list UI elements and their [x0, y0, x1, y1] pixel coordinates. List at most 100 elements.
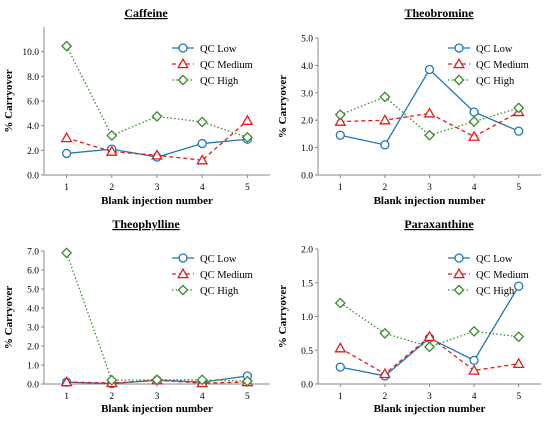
y-axis-label: % Carryover — [277, 285, 289, 348]
panel-caffeine: Caffeine 0.0 2.0 4.0 6.0 8.0 10.0 1 2 3 4 5 Blank in… — [3, 6, 270, 207]
x-tick-label: 1 — [338, 392, 343, 402]
y-tick-label: 6.0 — [27, 267, 39, 277]
data-point-qc-medium — [241, 114, 254, 125]
data-point-qc-medium — [196, 154, 209, 165]
legend-label-qc-low: QC Low — [200, 44, 237, 55]
x-tick-label: 1 — [64, 183, 69, 193]
legend-marker-qc-medium — [453, 57, 465, 69]
data-point-qc-medium — [378, 367, 391, 379]
x-tick-label: 5 — [516, 392, 521, 402]
x-tick-label: 2 — [109, 183, 114, 193]
x-axis-label: Blank injection number — [374, 195, 486, 207]
y-tick-label: 2.0 — [301, 117, 313, 127]
data-point-qc-high — [513, 331, 525, 343]
legend-label-qc-medium: QC Medium — [476, 60, 529, 71]
x-tick-label: 4 — [472, 183, 477, 193]
y-tick-label: 5.0 — [27, 286, 39, 296]
y-tick-label: 1.5 — [301, 279, 313, 289]
data-point-qc-low — [335, 362, 345, 372]
series-line-qc-medium — [340, 111, 520, 138]
legend-marker-qc-low — [454, 43, 464, 53]
data-point-qc-low — [514, 126, 524, 136]
legend-label-qc-medium: QC Medium — [476, 270, 529, 281]
data-point-qc-high — [106, 130, 118, 142]
data-point-qc-medium — [334, 115, 347, 126]
data-point-qc-high — [513, 102, 525, 114]
data-point-qc-high — [196, 374, 208, 386]
x-tick-label: 5 — [245, 392, 250, 402]
x-tick-label: 4 — [472, 392, 477, 402]
y-tick-label: 0.5 — [301, 347, 313, 357]
data-point-qc-high — [468, 116, 480, 128]
data-point-qc-medium — [468, 130, 481, 141]
panel-title: Caffeine — [124, 6, 168, 20]
y-tick-label: 5.0 — [301, 35, 313, 45]
legend-marker-qc-high — [177, 284, 189, 296]
legend-label-qc-high: QC High — [476, 76, 515, 87]
legend-label-qc-high: QC High — [476, 286, 515, 297]
data-point-qc-low — [424, 64, 435, 75]
x-axis-label: Blank injection number — [101, 403, 213, 415]
y-axis-label: % Carryover — [3, 286, 15, 349]
data-point-qc-medium — [423, 107, 436, 118]
panel-theobromine: Theobromine 0.0 1.0 2.0 3.0 4.0 5.0 1 2 3 4 5 Blank … — [277, 6, 541, 207]
panel-theophylline: Theophylline 0.0 1.0 2.0 3.0 4.0 5.0 6.0 7.0 1 2 3 4… — [3, 217, 270, 415]
y-tick-label: 3.0 — [27, 324, 39, 334]
data-point-qc-low — [469, 107, 479, 117]
legend-label-qc-low: QC Low — [200, 254, 237, 265]
x-tick-label: 4 — [200, 392, 205, 402]
data-point-qc-high — [423, 129, 436, 141]
data-point-qc-high — [106, 374, 118, 386]
legend-label-qc-high: QC High — [200, 286, 239, 297]
y-tick-label: 4.0 — [27, 122, 39, 132]
data-point-qc-low — [197, 138, 207, 149]
panel-paraxanthine: Paraxanthine 0.0 0.5 1.0 1.5 2.0 1 2 3 4 5 Blank in… — [277, 217, 541, 415]
data-point-qc-medium — [512, 357, 525, 369]
legend-label-qc-medium: QC Medium — [200, 270, 253, 281]
data-point-qc-medium — [60, 375, 73, 387]
x-tick-label: 1 — [64, 392, 69, 402]
legend-marker-qc-medium — [177, 57, 189, 69]
y-tick-label: 3.0 — [301, 89, 313, 99]
data-point-qc-high — [334, 297, 346, 309]
y-tick-label: 4.0 — [301, 62, 313, 72]
panel-title: Paraxanthine — [404, 217, 474, 231]
data-point-qc-medium — [105, 145, 118, 156]
y-tick-label: 1.0 — [301, 144, 313, 154]
y-tick-label: 0.0 — [301, 381, 313, 391]
x-tick-label: 3 — [155, 392, 160, 402]
y-tick-label: 0.0 — [301, 172, 313, 182]
y-tick-label: 0.0 — [27, 381, 39, 391]
data-point-qc-high — [61, 40, 73, 52]
series-line-qc-high — [65, 252, 248, 382]
x-tick-label: 5 — [245, 183, 250, 193]
y-axis-label: % Carryover — [3, 69, 15, 132]
data-point-qc-high — [423, 341, 436, 353]
data-point-qc-low — [335, 130, 345, 140]
legend-marker-qc-low — [178, 43, 188, 53]
y-tick-label: 7.0 — [27, 248, 39, 258]
legend-marker-qc-high — [453, 284, 465, 296]
data-point-qc-medium — [468, 364, 481, 375]
data-point-qc-medium — [60, 131, 73, 143]
legend-label-qc-high: QC High — [200, 76, 239, 87]
x-tick-label: 2 — [383, 183, 388, 193]
data-point-qc-high — [334, 109, 346, 121]
legend-marker-qc-low — [178, 253, 188, 263]
x-tick-label: 2 — [109, 392, 114, 402]
data-point-qc-low — [469, 355, 479, 366]
x-axis-label: Blank injection number — [101, 195, 213, 207]
y-tick-label: 2.0 — [27, 147, 39, 157]
series-line-qc-medium — [66, 379, 248, 384]
x-tick-label: 4 — [200, 183, 205, 193]
data-point-qc-high — [151, 110, 163, 122]
y-axis-label: % Carryover — [277, 75, 289, 138]
x-tick-label: 1 — [338, 183, 343, 193]
y-tick-label: 8.0 — [27, 73, 39, 83]
y-tick-label: 1.0 — [301, 313, 313, 323]
data-point-qc-high — [196, 116, 208, 128]
data-point-qc-medium — [423, 330, 436, 342]
x-tick-label: 3 — [427, 392, 432, 402]
data-point-qc-medium — [151, 149, 163, 160]
